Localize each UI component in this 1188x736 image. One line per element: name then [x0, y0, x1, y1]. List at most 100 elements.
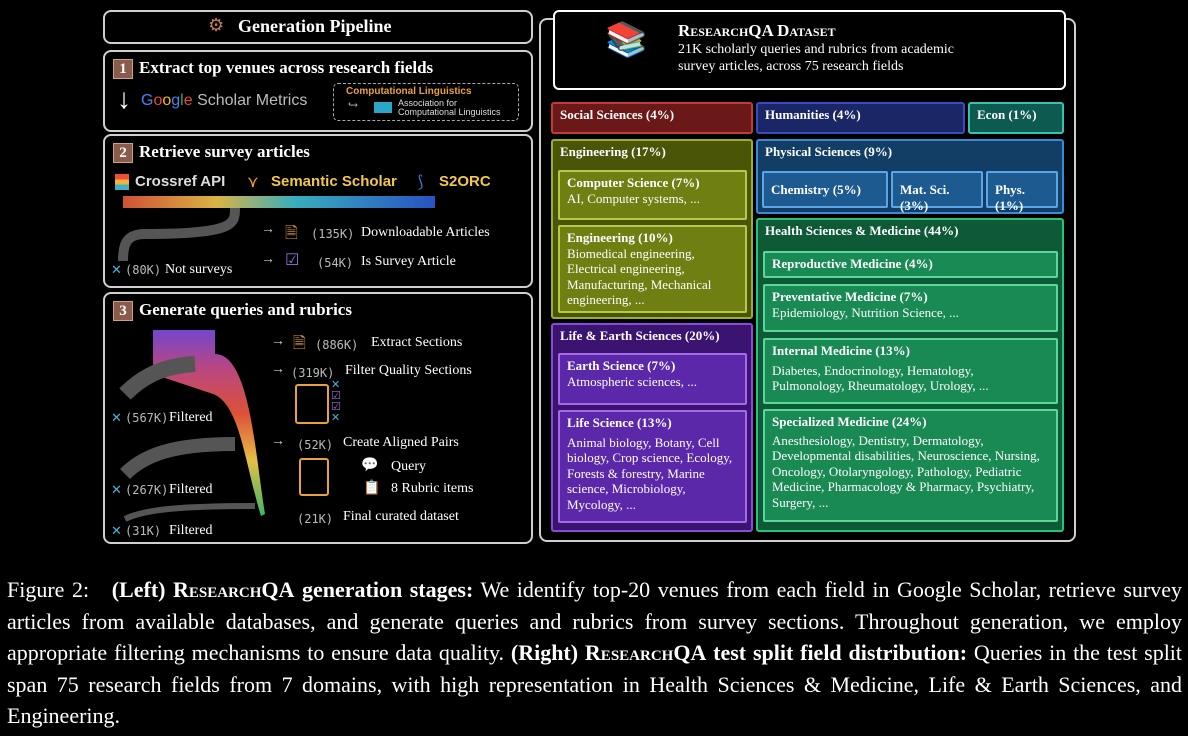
document-icon: 🗎 — [293, 335, 306, 352]
source-stream — [123, 196, 435, 208]
specialized-medicine-box: Specialized Medicine (24%) Anesthesiology… — [763, 409, 1058, 522]
google-scholar-metrics-logo: Google Scholar Metrics — [141, 92, 308, 109]
downloadable-count: (135K) — [311, 227, 355, 241]
filtered2-count: (267K) — [125, 483, 169, 497]
aligned-count: (52K) — [297, 438, 334, 452]
step1-title: 1 Extract top venues across research fiel… — [113, 58, 433, 79]
aligned-label: Create Aligned Pairs — [343, 435, 459, 450]
chat-icon: 💬 — [361, 458, 379, 473]
checkbox-icon: ✕ ☑ ☑ ✕ — [331, 379, 341, 424]
x-icon: ✕ — [111, 262, 122, 277]
crossref-label: Crossref API — [135, 173, 226, 190]
cl-venue-box: Computational Linguistics ↪ Association … — [333, 83, 519, 121]
dataset-desc-line2: survey articles, across 75 research fiel… — [678, 59, 904, 74]
econ-box: Econ (1%) — [968, 102, 1064, 134]
clipboard-icon: 📋 — [363, 481, 381, 496]
s2orc-label: S2ORC — [439, 173, 491, 190]
pipeline-title: Generation Pipeline — [238, 16, 392, 36]
semantic-scholar-icon: ⋎ — [247, 174, 259, 191]
not-surveys-branch — [118, 207, 240, 262]
caption-label: Figure 2: — [7, 577, 90, 602]
books-icon: 📚 — [605, 22, 648, 59]
filter-label: Filter Quality Sections — [345, 363, 472, 378]
s2orc-icon: ⟆ — [417, 174, 424, 191]
filter-count: (319K) — [291, 366, 335, 380]
caption-right-text: Queries in the test split span 75 resear… — [7, 640, 1183, 728]
step3-number: 3 — [113, 301, 133, 321]
materials-science-box: Mat. Sci. (3%) — [891, 171, 983, 213]
survey-label: Is Survey Article — [361, 254, 456, 269]
x-icon: ✕ — [111, 523, 122, 538]
acl-logo-icon — [374, 102, 392, 113]
arrow-right-icon: → — [271, 334, 285, 349]
step1-number: 1 — [113, 59, 133, 79]
chemistry-box: Chemistry (5%) — [762, 171, 888, 208]
step2-title: 2 Retrieve survey articles — [113, 142, 310, 163]
step2-flow — [118, 196, 435, 284]
crossref-icon — [115, 174, 129, 190]
social-sciences-box: Social Sciences (4%) — [551, 102, 753, 134]
query-label: Query — [391, 459, 426, 474]
physics-box: Phys. (1%) — [986, 171, 1058, 213]
final-count: (21K) — [297, 512, 334, 526]
life-science-box: Life Science (13%) Animal biology, Botany… — [558, 410, 747, 523]
figure-caption: Figure 2: (Left) ResearchQA generation s… — [7, 574, 1182, 732]
filtered3-count: (31K) — [125, 524, 162, 538]
internal-medicine-box: Internal Medicine (13%) Diabetes, Endocri… — [763, 338, 1058, 404]
filtered2-branch — [120, 437, 236, 480]
arrow-right-icon: → — [271, 362, 285, 377]
step1-panel: 1 Extract top venues across research fiel… — [103, 50, 533, 132]
downloadable-label: Downloadable Articles — [361, 225, 490, 240]
step3-title: 3 Generate queries and rubrics — [113, 300, 352, 321]
caption-right-tag: (Right) — [510, 640, 579, 665]
main-stream — [153, 330, 265, 516]
x-icon: ✕ — [111, 482, 122, 497]
extract-label: Extract Sections — [371, 335, 463, 350]
document-icon — [299, 458, 329, 496]
earth-science-box: Earth Science (7%) Atmospheric sciences, … — [558, 353, 747, 405]
x-icon: ✕ — [111, 410, 122, 425]
filtered2-label: Filtered — [169, 482, 213, 497]
caption-left-head: ResearchQA — [173, 577, 295, 602]
caption-left-text: We identify top-20 venues from each fiel… — [7, 577, 1183, 665]
step3-panel: 3 Generate queries and rubrics → 🗎 (886K)… — [103, 292, 533, 544]
filtered1-label: Filtered — [169, 410, 213, 425]
caption-left-head-rest: generation stages: — [301, 577, 474, 602]
caption-right-head-rest: test split field distribution: — [713, 640, 968, 665]
arrow-right-icon: → — [261, 222, 275, 237]
not-surveys-count: (80K) — [125, 263, 162, 277]
acl-name: Association for Computational Linguistics — [398, 98, 501, 117]
caption-left-tag: (Left) — [111, 577, 166, 602]
step2-number: 2 — [113, 143, 133, 163]
humanities-box: Humanities (4%) — [756, 102, 965, 134]
reproductive-medicine-box: Reproductive Medicine (4%) — [763, 251, 1058, 278]
gear-icon: ⚙ — [208, 15, 225, 35]
document-icon: 🗎 — [285, 225, 298, 242]
dataset-desc-line1: 21K scholarly queries and rubrics from a… — [678, 42, 955, 57]
filtered3-branch — [123, 503, 256, 522]
filtered1-count: (567K) — [125, 411, 169, 425]
step3-flow — [119, 330, 265, 522]
filtered1-branch — [119, 356, 196, 400]
engineering-sub-box: Engineering (10%) Biomedical engineering,… — [558, 225, 747, 313]
preventative-medicine-box: Preventative Medicine (7%) Epidemiology, … — [763, 284, 1058, 332]
cl-label: Computational Linguistics — [346, 86, 472, 97]
final-label: Final curated dataset — [343, 509, 459, 524]
document-icon — [295, 384, 329, 424]
pipeline-title-box: ⚙ Generation Pipeline — [103, 10, 533, 44]
rubric-label: 8 Rubric items — [391, 481, 474, 496]
step2-panel: 2 Retrieve survey articles Crossref API ⋎… — [103, 134, 533, 288]
arrow-right-icon: → — [261, 252, 275, 267]
filtered3-label: Filtered — [169, 523, 213, 538]
arrow-down-icon: ↓ — [117, 84, 131, 115]
extract-count: (886K) — [315, 338, 359, 352]
checkbox-icon: ☑ — [285, 252, 300, 269]
dataset-title: ResearchQA Dataset — [678, 21, 836, 40]
survey-count: (54K) — [317, 256, 354, 270]
caption-right-head: ResearchQA — [584, 640, 707, 665]
arrow-right-icon: ↪ — [348, 98, 359, 112]
dataset-header: 📚 ResearchQA Dataset 21K scholarly queri… — [553, 10, 1066, 90]
arrow-right-icon: → — [271, 434, 285, 449]
computer-science-box: Computer Science (7%) AI, Computer system… — [558, 170, 747, 220]
semantic-scholar-label: Semantic Scholar — [271, 173, 397, 190]
